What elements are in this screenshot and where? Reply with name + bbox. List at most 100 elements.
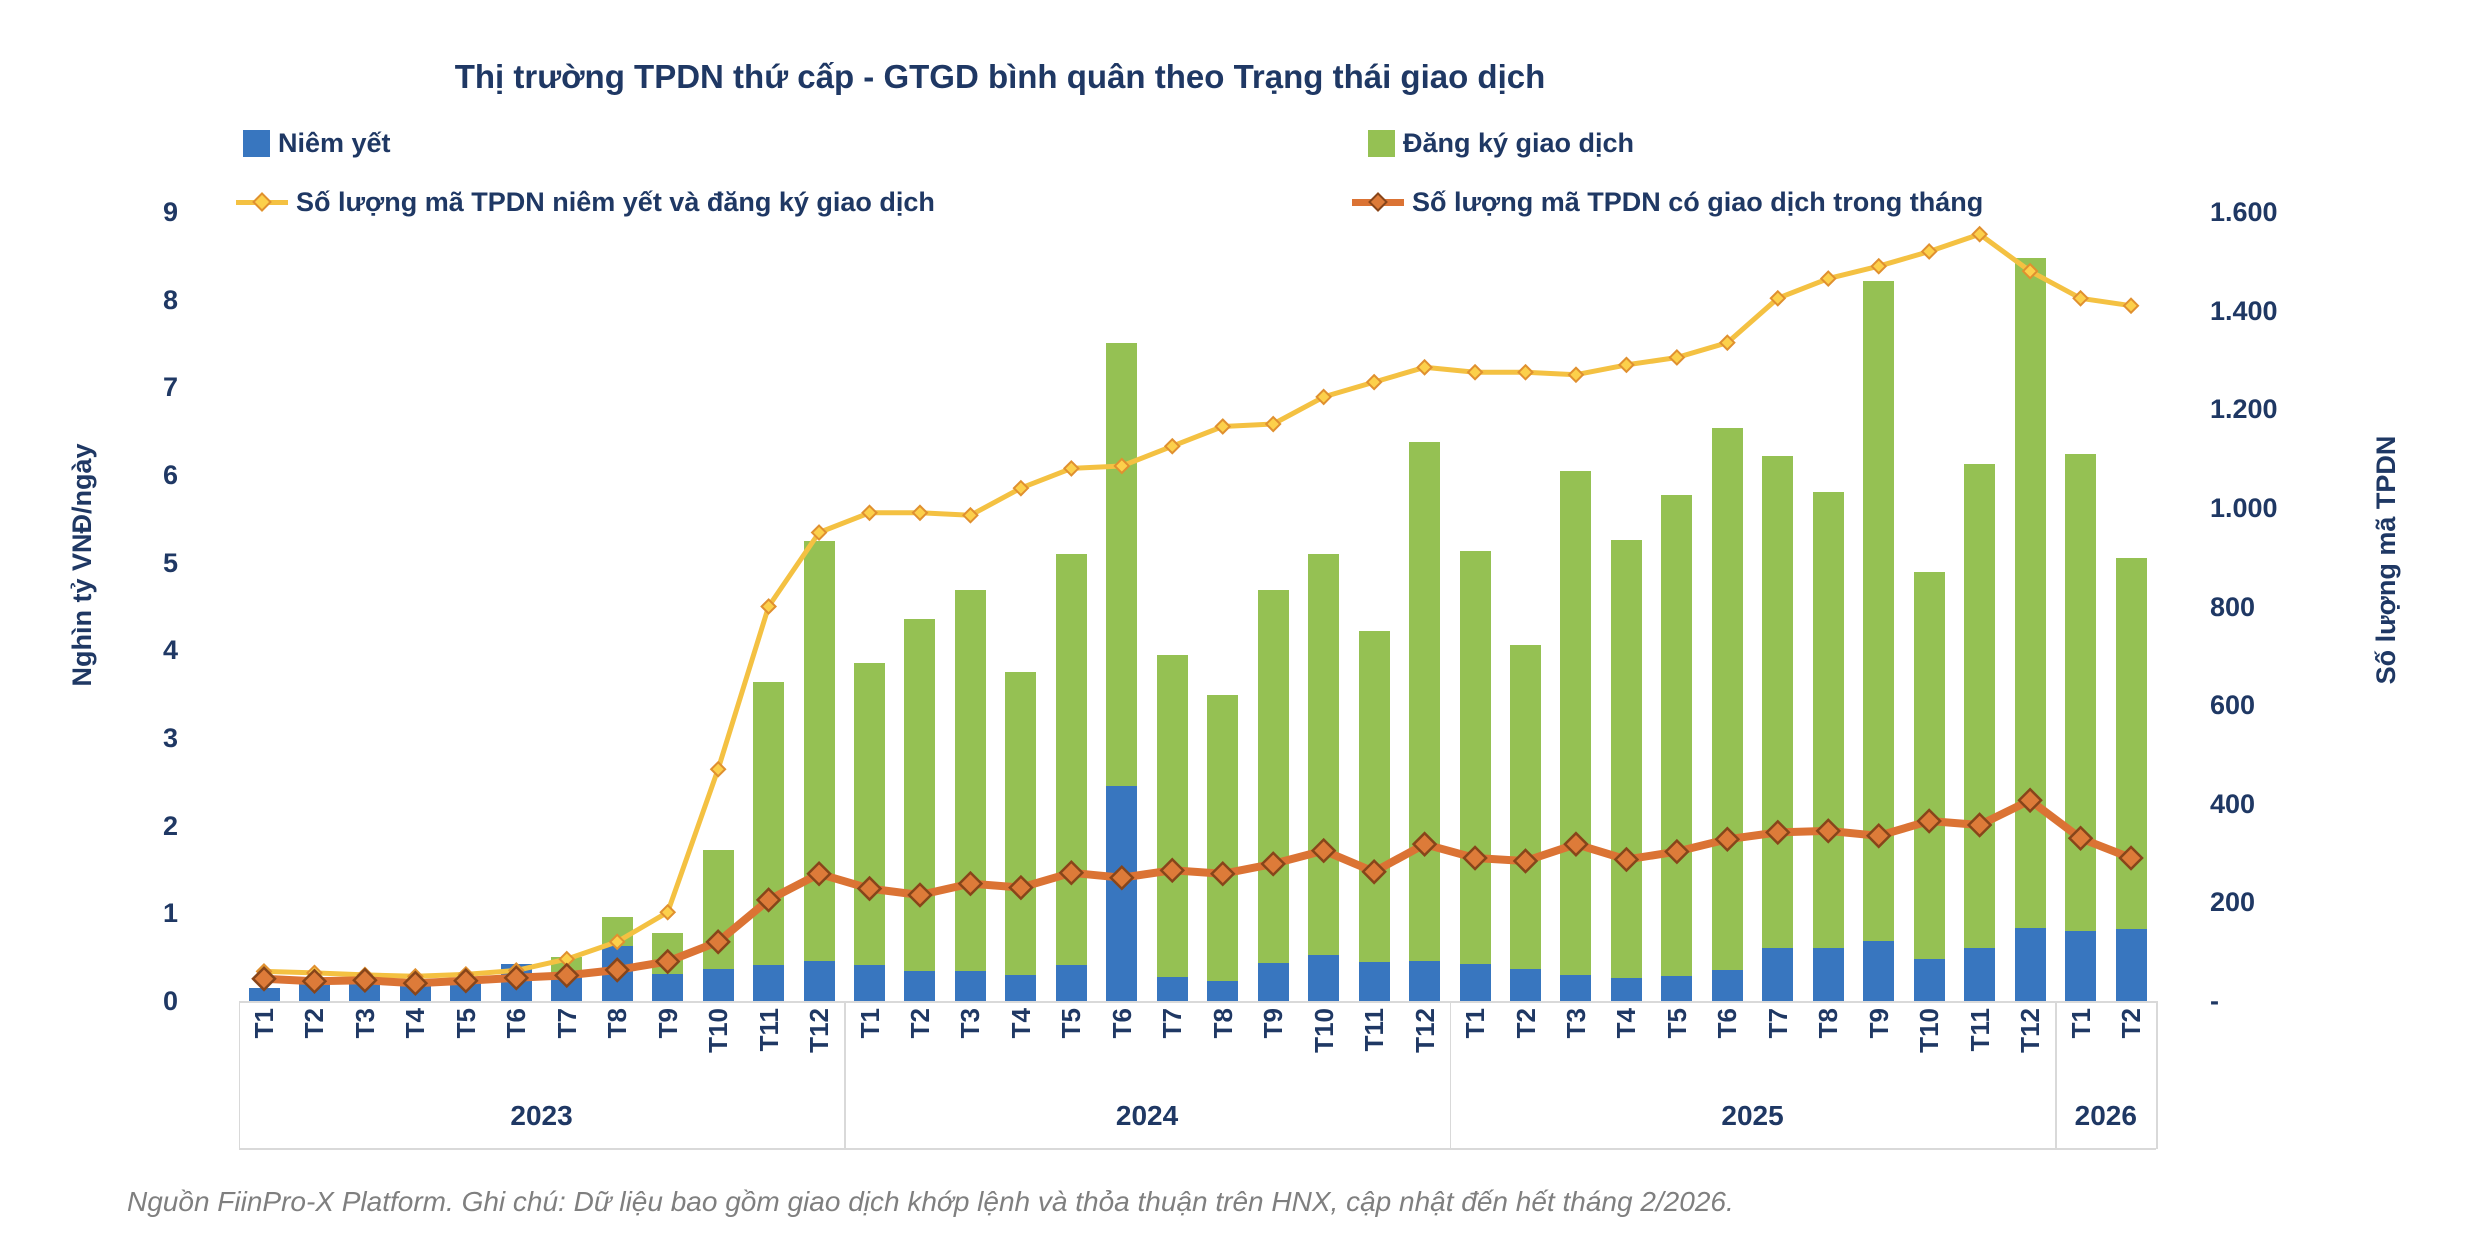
bar-segment-dang-ky xyxy=(1964,463,1996,949)
bar-segment-niem-yet xyxy=(1207,980,1239,1001)
bar-segment-niem-yet xyxy=(1106,786,1138,1001)
bar-segment-niem-yet xyxy=(1863,941,1895,1001)
line-listed-registered-count-marker xyxy=(1062,460,1080,477)
bar-segment-niem-yet xyxy=(803,960,835,1001)
bar-segment-dang-ky xyxy=(1409,441,1441,961)
legend-label-dang-ky: Đăng ký giao dịch xyxy=(1403,127,1635,158)
left-axis-tick: 2 xyxy=(162,810,178,841)
line-listed-registered-count-marker xyxy=(861,504,878,522)
x-tick-month-label: T11 xyxy=(1964,1008,1995,1052)
line-listed-registered-count-marker xyxy=(255,962,273,980)
line-listed-registered-count-marker xyxy=(406,967,424,985)
bar-segment-dang-ky xyxy=(1560,470,1592,975)
line-listed-registered-count-marker xyxy=(2072,289,2089,307)
line-listed-registered-count-marker xyxy=(1718,334,1736,352)
x-tick-month-label: T4 xyxy=(1611,1008,1642,1039)
bar-segment-niem-yet xyxy=(601,945,633,1001)
axis-band-bottom-border xyxy=(238,1148,2157,1150)
line-listed-registered-count-marker xyxy=(356,966,374,984)
x-tick-month-label: T12 xyxy=(804,1008,835,1053)
bar-segment-dang-ky xyxy=(1863,281,1895,942)
line-listed-registered-count-marker xyxy=(911,504,929,522)
line-listed-registered-count-marker xyxy=(760,598,778,615)
blue-swatch-icon xyxy=(243,129,270,157)
bar-segment-dang-ky xyxy=(2115,558,2147,930)
bar-segment-dang-ky xyxy=(1308,553,1340,955)
x-tick-month-label: T3 xyxy=(1560,1008,1591,1039)
bar-segment-niem-yet xyxy=(298,984,330,1001)
bar-segment-niem-yet xyxy=(2115,929,2147,1001)
bar-segment-niem-yet xyxy=(1560,974,1592,1001)
bar-segment-dang-ky xyxy=(1610,539,1642,979)
bar-segment-niem-yet xyxy=(1711,970,1743,1001)
bar-segment-niem-yet xyxy=(1762,948,1794,1001)
bar-segment-niem-yet xyxy=(652,973,684,1001)
right-axis-title: Số lượng mã TPDN xyxy=(2371,435,2401,685)
line-listed-registered-count-marker xyxy=(1163,437,1181,455)
left-axis-title: Nghìn tỷ VNĐ/ngày xyxy=(67,443,97,687)
orange-line-marker-icon xyxy=(1352,191,1404,213)
line-listed-registered-count-marker xyxy=(962,506,979,524)
legend-item-yellow-line: Số lượng mã TPDN niêm yết và đăng ký gia… xyxy=(236,185,935,219)
line-listed-registered-count-marker xyxy=(1668,349,1686,366)
bar-segment-niem-yet xyxy=(1409,960,1441,1001)
bar-segment-niem-yet xyxy=(904,971,936,1001)
x-tick-month-label: T11 xyxy=(753,1008,784,1052)
right-axis-tick: 200 xyxy=(2210,887,2256,918)
x-tick-month-label: T10 xyxy=(1308,1008,1339,1053)
line-listed-registered-count-marker xyxy=(1214,418,1232,435)
bar-segment-niem-yet xyxy=(1510,969,1541,1001)
bar-segment-niem-yet xyxy=(1812,948,1844,1001)
legend-item-dang-ky: Đăng ký giao dịch xyxy=(1368,126,1634,160)
x-tick-month-label: T11 xyxy=(1359,1008,1390,1052)
bar-segment-dang-ky xyxy=(803,540,835,961)
line-listed-registered-count-marker xyxy=(1971,225,1989,243)
bar-segment-dang-ky xyxy=(1459,551,1491,965)
left-axis-tick: 3 xyxy=(162,722,178,753)
right-axis-tick: 1.600 xyxy=(2210,197,2278,227)
right-axis-tick: 1.400 xyxy=(2210,295,2278,326)
bar-segment-niem-yet xyxy=(551,973,583,1001)
legend-item-niem-yet: Niêm yết xyxy=(243,126,391,160)
x-tick-month-label: T4 xyxy=(1005,1008,1036,1039)
bar-segment-dang-ky xyxy=(854,663,886,966)
bar-segment-dang-ky xyxy=(652,932,684,974)
line-listed-registered-count-marker xyxy=(1264,415,1282,433)
x-tick-month-label: T10 xyxy=(703,1008,734,1053)
bar-segment-niem-yet xyxy=(1358,961,1390,1001)
line-listed-registered-count-marker xyxy=(1769,289,1787,307)
bar-segment-niem-yet xyxy=(1610,978,1642,1001)
bar-segment-niem-yet xyxy=(248,987,280,1001)
bar-segment-niem-yet xyxy=(1459,964,1491,1001)
bar-segment-dang-ky xyxy=(2065,453,2097,931)
x-axis-line xyxy=(238,1001,2157,1003)
bar-segment-dang-ky xyxy=(601,916,633,946)
yellow-line-marker-icon xyxy=(236,191,288,213)
bar-segment-dang-ky xyxy=(1812,491,1844,949)
bar-segment-dang-ky xyxy=(702,850,734,970)
legend-label-yellow-line: Số lượng mã TPDN niêm yết và đăng ký gia… xyxy=(296,186,935,217)
left-axis-tick: 0 xyxy=(162,986,178,1016)
x-tick-month-label: T2 xyxy=(1510,1008,1541,1039)
bar-segment-niem-yet xyxy=(702,969,734,1001)
bar-segment-dang-ky xyxy=(1661,495,1693,976)
source-note: Nguồn FiinPro-X Platform. Ghi chú: Dữ li… xyxy=(127,1186,1734,1217)
x-tick-month-label: T4 xyxy=(400,1008,431,1039)
chart-title: Thị trường TPDN thứ cấp - GTGD bình quân… xyxy=(454,58,1546,95)
line-listed-registered-count-marker xyxy=(1618,356,1635,374)
line-listed-registered-count-marker xyxy=(1870,257,1888,275)
bar-segment-niem-yet xyxy=(1005,974,1037,1001)
left-axis-tick: 4 xyxy=(162,635,178,666)
bar-segment-dang-ky xyxy=(551,957,583,974)
right-axis-tick: 1.000 xyxy=(2210,492,2278,523)
bar-segment-dang-ky xyxy=(1711,427,1743,971)
line-listed-registered-count-marker xyxy=(1416,358,1433,376)
bar-segment-niem-yet xyxy=(1661,975,1693,1001)
x-tick-month-label: T1 xyxy=(249,1008,279,1039)
line-listed-registered-count-marker xyxy=(1466,363,1484,381)
line-listed-registered-count-marker xyxy=(1920,243,1938,260)
line-listed-registered-count-marker xyxy=(306,964,323,982)
year-divider xyxy=(1449,1001,1452,1149)
right-axis-tick: 400 xyxy=(2210,788,2256,819)
bar-segment-niem-yet xyxy=(1308,954,1340,1001)
